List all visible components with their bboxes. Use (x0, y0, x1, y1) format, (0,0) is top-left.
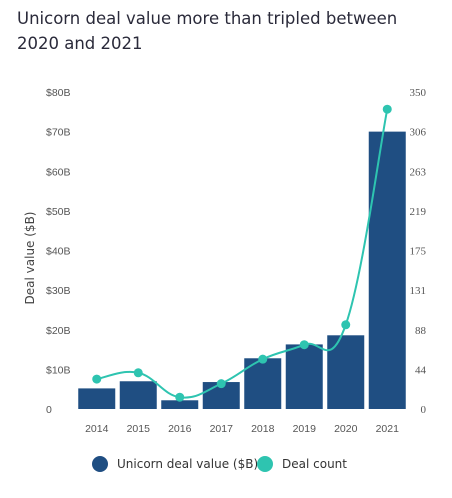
x-tick-label: 2019 (293, 423, 317, 435)
legend-label-deal-count: Deal count (282, 457, 347, 471)
legend-label-deal-value: Unicorn deal value ($B) (117, 457, 259, 471)
y2-tick-label: 175 (410, 246, 427, 258)
y-tick-label: $70B (46, 127, 71, 139)
y-tick-label: 0 (46, 404, 52, 416)
bar (327, 335, 365, 409)
y-tick-label: $50B (46, 206, 71, 218)
x-tick-label: 2021 (376, 423, 400, 435)
y2-tick-label: 88 (415, 325, 427, 337)
x-tick-label: 2016 (168, 423, 192, 435)
y-tick-label: $40B (46, 246, 71, 258)
y-tick-label: $80B (46, 87, 71, 99)
legend-swatch-deal-value (92, 456, 108, 472)
y-tick-label: $30B (46, 285, 71, 297)
deal-count-point (216, 379, 226, 389)
bar (285, 344, 323, 409)
deal-count-point (133, 368, 143, 378)
bar (161, 400, 199, 409)
deal-count-point (92, 374, 102, 384)
bar (78, 388, 116, 409)
y-tick-label: $20B (46, 325, 71, 337)
legend-item-deal-value: Unicorn deal value ($B) (92, 456, 258, 472)
y-tick-label: $10B (46, 364, 71, 376)
x-tick-label: 2018 (251, 423, 275, 435)
y2-tick-label: 219 (410, 206, 427, 218)
bar (368, 131, 406, 409)
y2-tick-label: 350 (410, 87, 427, 99)
deal-count-point (175, 392, 185, 402)
deal-count-point (382, 104, 392, 114)
deal-count-point (341, 320, 351, 330)
chart-canvas: Deal value ($B) 0 $10B $20B $30B $40B $50B $60… (23, 87, 427, 435)
y-tick-label: $60B (46, 166, 71, 178)
chart-title: Unicorn deal value more than tripled bet… (17, 9, 398, 53)
y2-tick-label: 0 (421, 404, 427, 416)
x-tick-label: 2017 (210, 423, 234, 435)
legend-item-deal-count: Deal count (257, 456, 347, 472)
legend-swatch-deal-count (257, 456, 273, 472)
x-tick-label: 2014 (85, 423, 109, 435)
y2-tick-label: 263 (410, 166, 427, 178)
bar (119, 381, 157, 409)
legend: Unicorn deal value ($B) Deal count (0, 456, 452, 476)
deal-count-point (299, 340, 309, 350)
y2-tick-label: 306 (410, 127, 427, 139)
y2-tick-label: 131 (410, 285, 427, 297)
x-tick-label: 2020 (334, 423, 358, 435)
deal-count-point (258, 354, 268, 364)
y2-tick-label: 44 (415, 364, 427, 376)
y-axis-label: Deal value ($B) (23, 212, 37, 305)
x-tick-label: 2015 (127, 423, 151, 435)
